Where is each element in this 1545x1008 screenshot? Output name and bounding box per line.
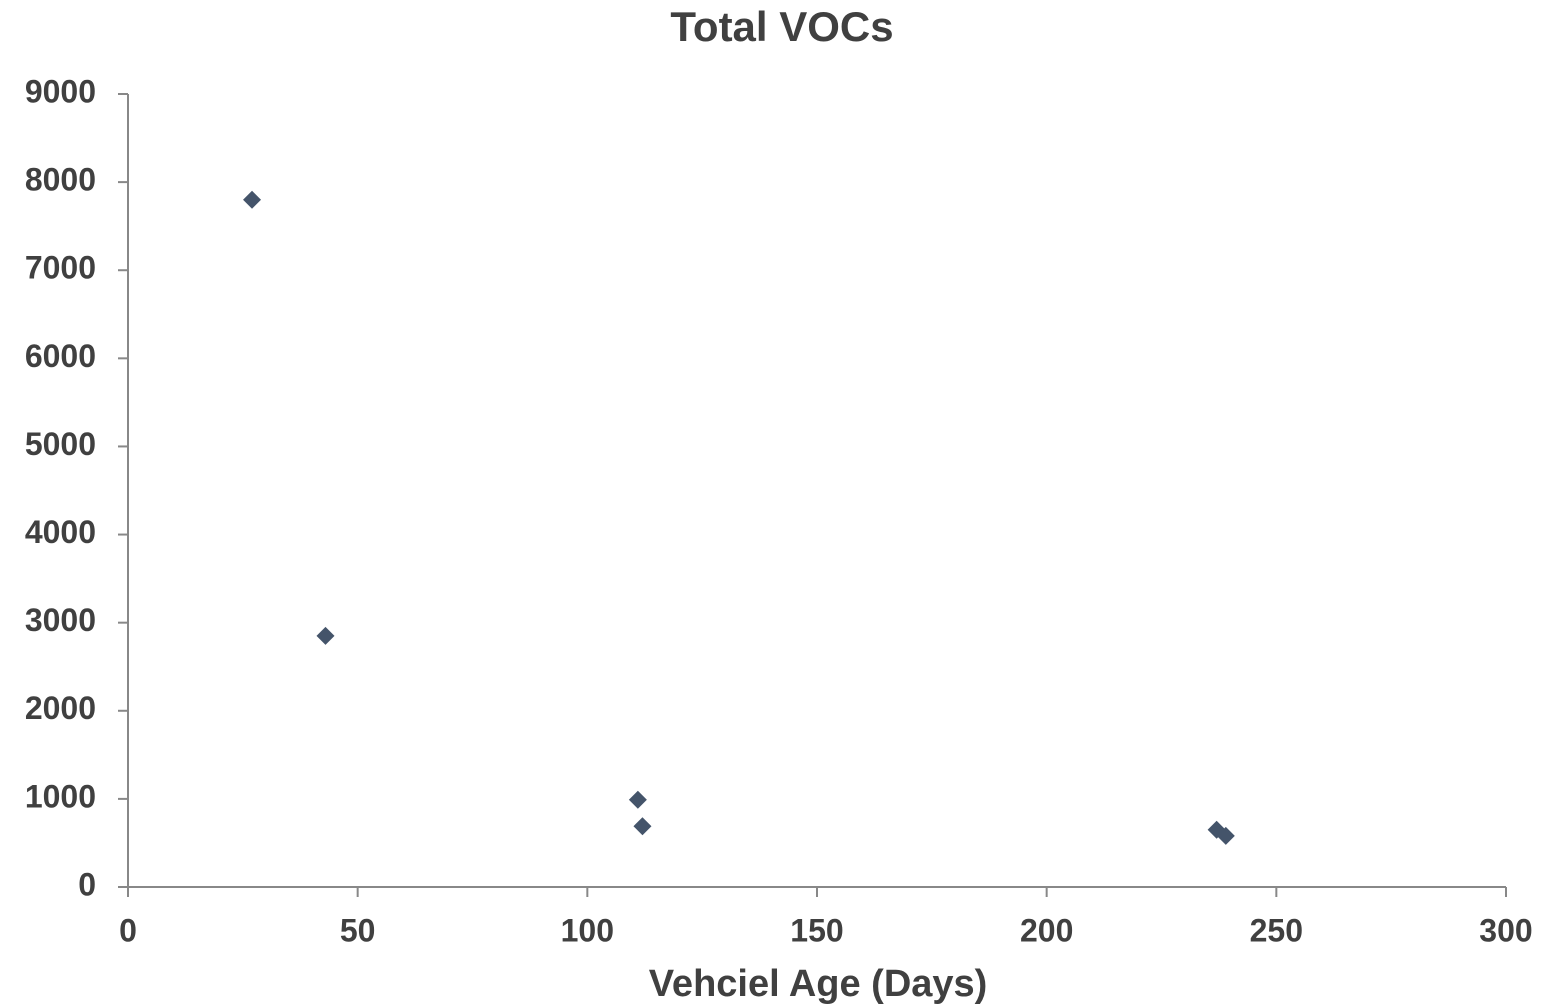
x-tick-label: 50 xyxy=(340,912,376,948)
x-tick-label: 300 xyxy=(1479,912,1532,948)
y-tick-label: 5000 xyxy=(25,426,96,462)
point xyxy=(628,790,647,809)
chart-title: Total VOCs xyxy=(670,3,893,50)
x-tick-label: 100 xyxy=(561,912,614,948)
y-tick-label: 2000 xyxy=(25,690,96,726)
x-tick-label: 0 xyxy=(119,912,137,948)
x-tick-label: 150 xyxy=(790,912,843,948)
y-tick-label: 0 xyxy=(78,866,96,902)
y-tick-label: 7000 xyxy=(25,250,96,286)
x-tick-label: 200 xyxy=(1020,912,1073,948)
y-tick-label: 9000 xyxy=(25,73,96,109)
y-tick-label: 3000 xyxy=(25,602,96,638)
y-tick-label: 6000 xyxy=(25,338,96,374)
x-axis-label: Vehciel Age (Days) xyxy=(649,963,988,1005)
y-tick-label: 4000 xyxy=(25,514,96,550)
point xyxy=(633,817,652,836)
y-tick-label: 8000 xyxy=(25,162,96,198)
y-tick-label: 1000 xyxy=(25,778,96,814)
x-tick-label: 250 xyxy=(1250,912,1303,948)
point xyxy=(316,626,335,645)
point xyxy=(243,190,262,209)
point xyxy=(1216,826,1235,845)
